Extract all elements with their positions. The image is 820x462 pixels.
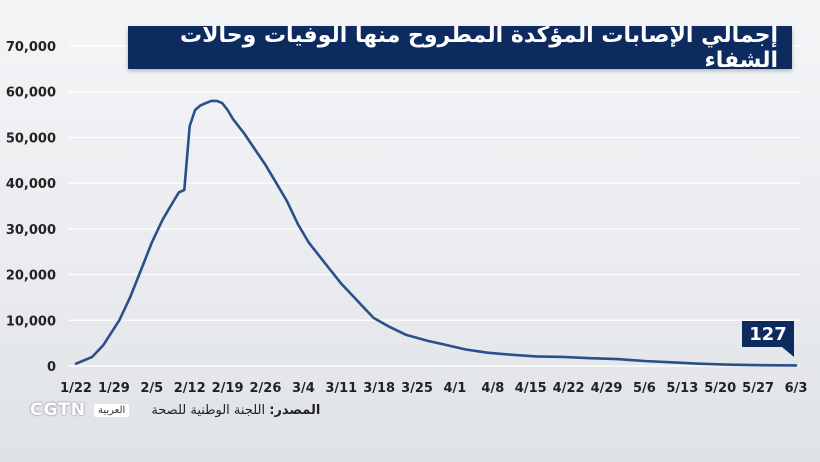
last-value-callout: 127 [742,321,794,347]
y-tick-label: 10,000 [6,314,56,329]
x-tick-label: 5/13 [666,381,698,396]
x-tick-label: 4/8 [481,381,504,396]
x-tick-label: 3/25 [401,381,433,396]
footer: CGTN العربية المصدر: اللجنة الوطنية للصح… [30,399,320,421]
chart-title-banner: إجمالي الإصابات المؤكدة المطروح منها الو… [128,23,792,73]
x-tick-label: 1/22 [60,381,92,396]
y-tick-label: 50,000 [6,131,56,146]
x-axis-ticks: 1/22 1/29 2/5 2/12 2/19 2/26 3/4 3/11 3/18 3/25 4/… [60,381,807,396]
y-axis-ticks: 70,000 60,000 50,000 40,000 30,000 20,000 10,0… [6,40,56,375]
series-line-active-cases [74,99,798,367]
x-tick-label: 1/29 [98,381,130,396]
x-tick-label: 5/6 [633,381,656,396]
x-tick-label: 2/19 [212,381,244,396]
x-tick-label: 5/27 [742,381,774,396]
y-tick-label: 40,000 [6,177,56,192]
source-text: اللجنة الوطنية للصحة [151,402,266,418]
source-label: المصدر: [269,402,321,418]
x-tick-label: 6/3 [785,381,808,396]
x-tick-label: 2/12 [174,381,206,396]
gridlines [68,45,800,367]
cgtn-logo: CGTN [30,400,86,420]
x-tick-label: 5/20 [704,381,736,396]
callout-pointer [782,347,794,357]
source-note: المصدر: اللجنة الوطنية للصحة [151,403,320,418]
x-tick-label: 4/15 [515,381,547,396]
y-tick-label: 20,000 [6,269,56,284]
chart-title: إجمالي الإصابات المؤكدة المطروح منها الو… [180,22,778,73]
x-tick-label: 3/4 [292,381,315,396]
x-tick-label: 3/11 [325,381,357,396]
cgtn-logo-arabic: العربية [93,403,130,417]
x-tick-label: 2/26 [250,381,282,396]
y-tick-label: 60,000 [6,86,56,101]
y-tick-label: 0 [47,360,56,375]
y-tick-label: 30,000 [6,223,56,238]
x-tick-label: 4/22 [553,381,585,396]
y-tick-label: 70,000 [6,40,56,55]
x-tick-label: 4/1 [444,381,467,396]
x-tick-label: 4/29 [591,381,623,396]
x-tick-label: 3/18 [363,381,395,396]
x-tick-label: 2/5 [140,381,163,396]
